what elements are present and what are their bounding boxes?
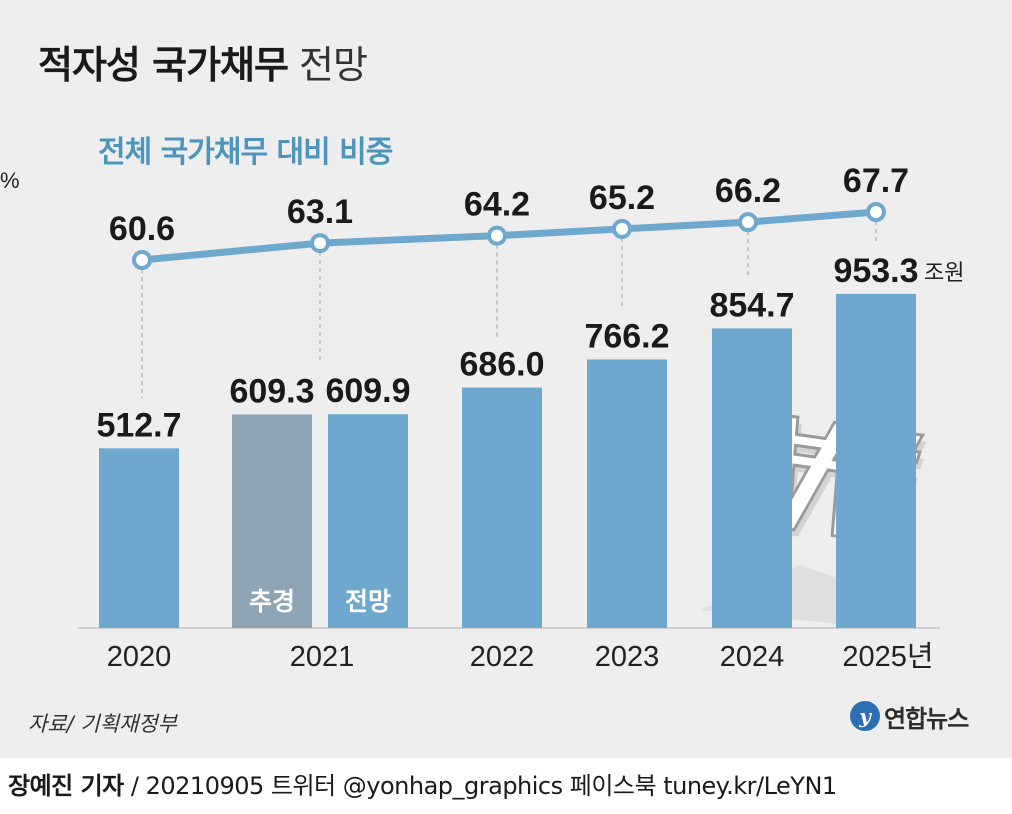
bar-4 <box>587 359 667 628</box>
x-tick-label-0: 2020 <box>107 641 172 673</box>
x-tick-label-1: 2021 <box>290 641 355 673</box>
line-point-0 <box>132 250 152 270</box>
line-value-label-2: 64.2 <box>464 186 530 224</box>
bar-value-label-4: 766.2 <box>584 317 669 355</box>
x-tick-label-4: 2024 <box>720 641 785 673</box>
bar-unit-label: 조원 <box>924 260 964 285</box>
bar-5 <box>712 328 792 628</box>
line-point-3 <box>612 218 632 239</box>
credit-details: / 20210905 트위터 @yonhap_graphics 페이스북 tun… <box>123 772 837 800</box>
bar-2 <box>328 414 408 628</box>
bar-inner-label-1: 추경 <box>249 587 295 616</box>
bar-6 <box>836 293 916 628</box>
yonhap-logo-icon: y <box>850 701 880 731</box>
line-value-label-5: 67.7 <box>843 162 909 200</box>
x-tick-label-3: 2023 <box>595 641 660 673</box>
bar-0 <box>99 448 179 628</box>
title-bold: 적자성 국가채무 <box>38 43 289 87</box>
line-value-label-0: 60.6 <box>109 210 175 248</box>
line-point-4 <box>738 212 758 233</box>
line-unit-label: % <box>0 168 20 193</box>
credit-line: 장예진 기자 / 20210905 트위터 @yonhap_graphics 페… <box>8 766 837 801</box>
line-point-1 <box>310 233 330 254</box>
x-tick-label-5: 2025년 <box>842 641 933 673</box>
chart-canvas: ₩ ₩ 512.7609.3추경609.9전망686.0766.2854.795… <box>0 162 964 673</box>
bar-value-label-5: 854.7 <box>709 286 794 324</box>
bar-value-label-0: 512.7 <box>96 406 181 444</box>
line-value-label-1: 63.1 <box>287 193 353 231</box>
line-value-label-4: 66.2 <box>715 172 781 210</box>
bar-value-label-6: 953.3 <box>833 252 918 290</box>
bar-value-label-3: 686.0 <box>459 346 544 384</box>
bar-value-label-2: 609.9 <box>325 372 410 410</box>
line-point-2 <box>487 225 507 246</box>
line-point-5 <box>866 202 886 223</box>
bar-value-label-1: 609.3 <box>229 372 314 410</box>
bar-inner-label-2: 전망 <box>345 587 391 616</box>
title-light: 전망 <box>299 43 368 87</box>
line-series-title: 전체 국가채무 대비 비중 <box>98 135 393 170</box>
chart-title: 적자성 국가채무 전망 <box>38 34 368 89</box>
bar-3 <box>462 387 542 628</box>
bar-1 <box>232 414 312 628</box>
yonhap-logo: y 연합뉴스 <box>850 696 969 736</box>
line-value-label-3: 65.2 <box>589 179 655 217</box>
share-line <box>141 208 877 264</box>
author-name: 장예진 기자 <box>8 772 124 800</box>
source-note: 자료/ 기획재정부 <box>28 712 177 736</box>
yonhap-logo-text: 연합뉴스 <box>884 704 969 733</box>
x-tick-label-2: 2022 <box>470 641 535 673</box>
